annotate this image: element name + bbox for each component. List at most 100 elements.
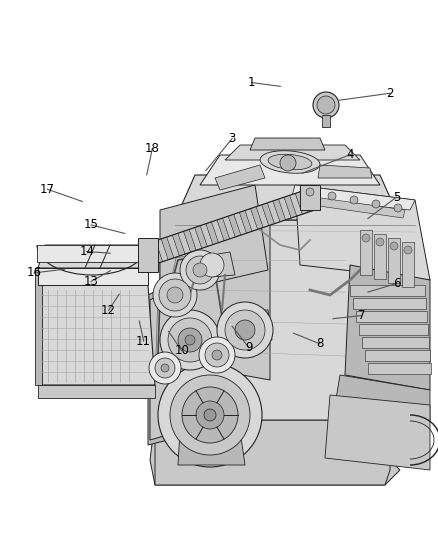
- Text: 17: 17: [40, 183, 55, 196]
- Circle shape: [328, 192, 336, 200]
- Circle shape: [350, 196, 358, 204]
- Polygon shape: [240, 211, 252, 233]
- Polygon shape: [38, 245, 148, 268]
- Text: 10: 10: [174, 344, 189, 357]
- Circle shape: [204, 409, 216, 421]
- Circle shape: [200, 253, 224, 277]
- Circle shape: [372, 200, 380, 208]
- Circle shape: [212, 350, 222, 360]
- Polygon shape: [298, 195, 405, 218]
- Text: 16: 16: [27, 266, 42, 279]
- Text: 7: 7: [357, 309, 365, 322]
- Polygon shape: [195, 225, 208, 248]
- Polygon shape: [234, 212, 247, 235]
- Circle shape: [235, 320, 255, 340]
- Circle shape: [182, 387, 238, 443]
- Ellipse shape: [260, 151, 320, 173]
- Polygon shape: [300, 185, 320, 210]
- Polygon shape: [301, 190, 314, 212]
- Circle shape: [394, 204, 402, 212]
- Text: 2: 2: [386, 87, 394, 100]
- Polygon shape: [325, 395, 430, 470]
- Polygon shape: [262, 203, 275, 225]
- Polygon shape: [318, 165, 372, 178]
- Polygon shape: [189, 228, 202, 251]
- Text: 12: 12: [101, 304, 116, 317]
- Polygon shape: [175, 175, 400, 220]
- Polygon shape: [178, 430, 245, 465]
- Circle shape: [160, 310, 220, 370]
- Circle shape: [159, 279, 191, 311]
- Polygon shape: [215, 165, 265, 190]
- Text: 4: 4: [346, 148, 354, 161]
- Circle shape: [376, 238, 384, 246]
- Polygon shape: [295, 185, 430, 280]
- Polygon shape: [362, 337, 429, 348]
- Polygon shape: [290, 193, 302, 216]
- Polygon shape: [292, 185, 415, 210]
- Polygon shape: [195, 252, 235, 278]
- Text: 1: 1: [248, 76, 256, 89]
- Circle shape: [217, 302, 273, 358]
- Circle shape: [168, 318, 212, 362]
- Text: 18: 18: [145, 142, 160, 155]
- Polygon shape: [256, 205, 269, 228]
- Circle shape: [180, 250, 220, 290]
- Text: 11: 11: [136, 335, 151, 348]
- Polygon shape: [228, 214, 241, 237]
- Text: 14: 14: [79, 245, 94, 258]
- Polygon shape: [217, 218, 230, 241]
- Polygon shape: [222, 310, 272, 340]
- Circle shape: [193, 263, 207, 277]
- Circle shape: [153, 273, 197, 317]
- Polygon shape: [167, 235, 180, 258]
- Polygon shape: [359, 324, 428, 335]
- Text: 5: 5: [393, 191, 400, 204]
- Polygon shape: [155, 239, 168, 262]
- Circle shape: [185, 335, 195, 345]
- Polygon shape: [368, 363, 431, 374]
- Polygon shape: [206, 222, 219, 245]
- Polygon shape: [38, 385, 155, 398]
- Circle shape: [161, 364, 169, 372]
- Polygon shape: [178, 231, 191, 254]
- Polygon shape: [184, 229, 196, 252]
- Polygon shape: [245, 208, 258, 231]
- Polygon shape: [160, 185, 268, 295]
- Polygon shape: [37, 245, 147, 262]
- Circle shape: [306, 188, 314, 196]
- Polygon shape: [170, 220, 415, 420]
- Polygon shape: [150, 280, 185, 440]
- Polygon shape: [267, 201, 280, 224]
- Polygon shape: [356, 311, 427, 322]
- Circle shape: [225, 310, 265, 350]
- Circle shape: [167, 287, 183, 303]
- Polygon shape: [35, 268, 42, 385]
- Circle shape: [178, 328, 202, 352]
- Circle shape: [158, 363, 262, 467]
- Circle shape: [170, 375, 250, 455]
- Polygon shape: [225, 145, 360, 160]
- Polygon shape: [145, 243, 157, 265]
- Polygon shape: [284, 195, 297, 218]
- Circle shape: [155, 358, 175, 378]
- Polygon shape: [365, 350, 430, 361]
- Circle shape: [404, 246, 412, 254]
- Circle shape: [196, 401, 224, 429]
- Polygon shape: [388, 238, 400, 283]
- Circle shape: [199, 337, 235, 373]
- Polygon shape: [251, 207, 263, 229]
- Polygon shape: [279, 197, 291, 220]
- Text: 9: 9: [245, 341, 253, 354]
- Polygon shape: [273, 199, 286, 222]
- Circle shape: [390, 242, 398, 250]
- Circle shape: [313, 92, 339, 118]
- Text: 8: 8: [316, 337, 323, 350]
- Polygon shape: [295, 191, 308, 214]
- Polygon shape: [250, 138, 325, 150]
- Text: 13: 13: [84, 275, 99, 288]
- Text: 15: 15: [84, 219, 99, 231]
- Circle shape: [280, 155, 296, 171]
- Circle shape: [205, 343, 229, 367]
- Polygon shape: [223, 216, 235, 239]
